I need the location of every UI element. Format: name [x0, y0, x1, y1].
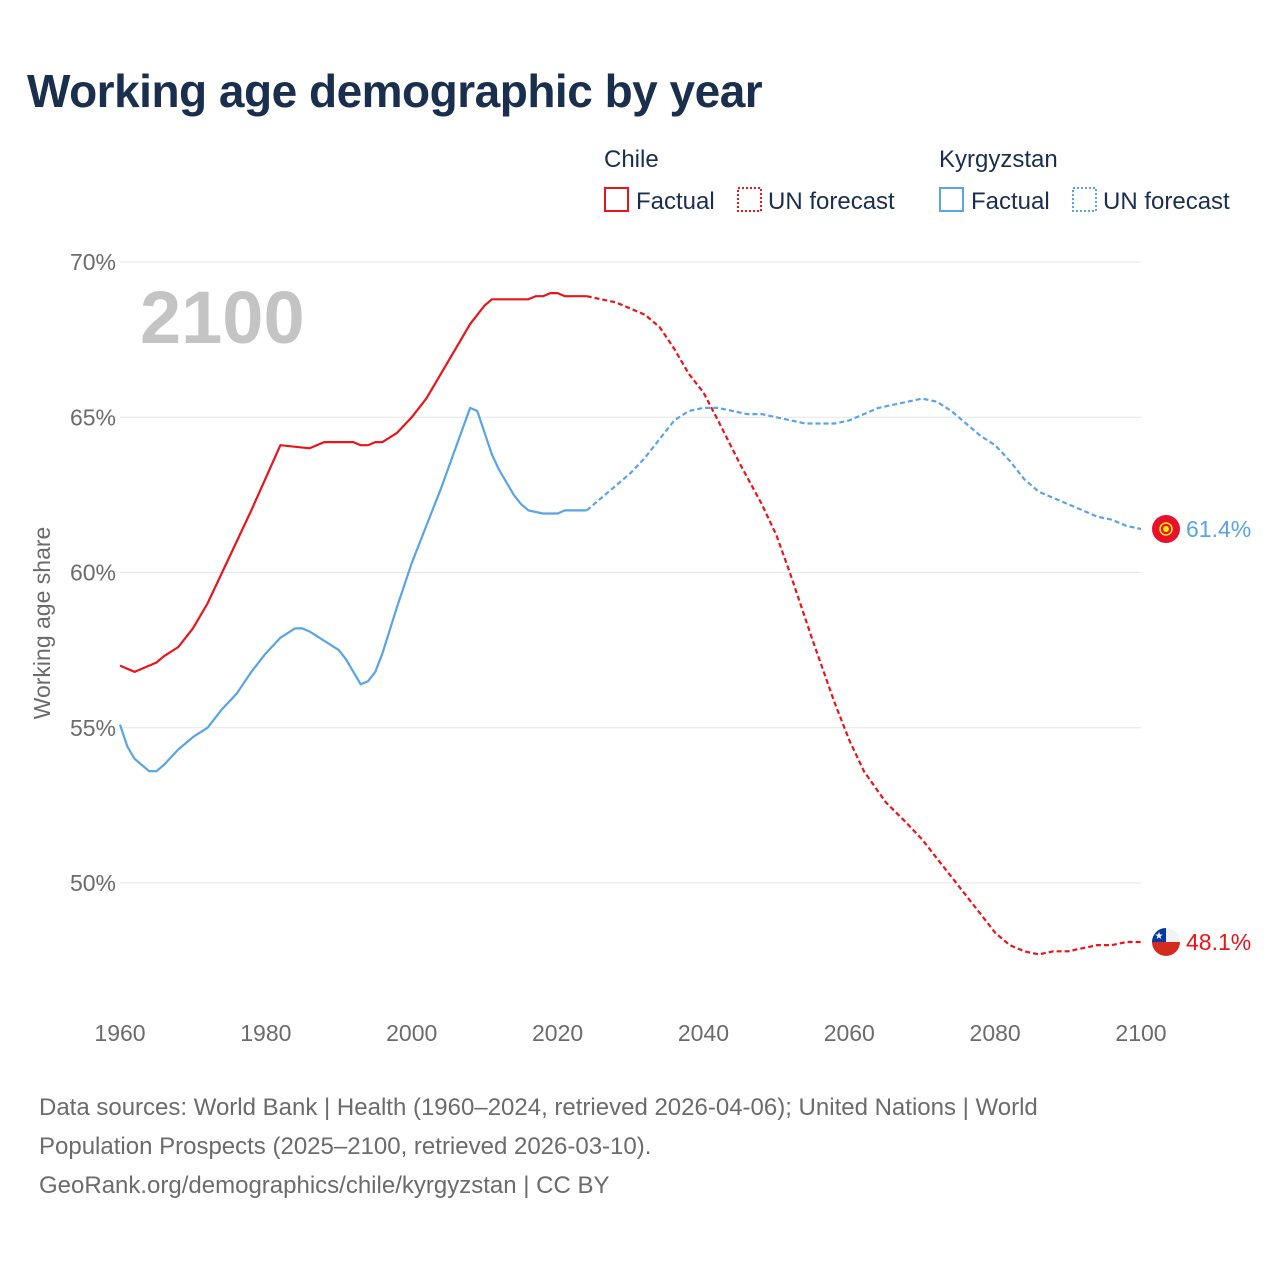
- footer: Data sources: World Bank | Health (1960–…: [39, 1088, 1189, 1205]
- legend-swatch-factual: [604, 187, 629, 212]
- footer-source-line-2: Population Prospects (2025–2100, retriev…: [39, 1133, 652, 1160]
- chile-end-value-label: 48.1%: [1186, 929, 1251, 955]
- legend-swatch-factual: [939, 187, 964, 212]
- legend-country-kyrgyzstan: Kyrgyzstan: [939, 146, 1058, 173]
- legend-swatch-forecast: [1072, 187, 1097, 212]
- kyrgyzstan-factual-line: [118, 406, 587, 773]
- chart-area: 50% 55% 60% 65% 70% 1960 1980 2000 2020 2040 2060 2…: [29, 146, 1251, 1046]
- footer-credit-link[interactable]: GeoRank.org/demographics/chile/kyrgyzsta…: [39, 1172, 610, 1199]
- y-tick-label: 60%: [70, 560, 116, 586]
- x-tick-label: 2020: [532, 1020, 583, 1046]
- x-tick-label: 2040: [678, 1020, 729, 1046]
- legend-label-forecast: UN forecast: [1103, 188, 1230, 215]
- y-tick-label: 65%: [70, 404, 116, 430]
- x-tick-label: 1980: [240, 1020, 291, 1046]
- legend-swatch-forecast: [737, 187, 762, 212]
- x-tick-label: 2100: [1115, 1020, 1166, 1046]
- kyrgyzstan-forecast-line: [585, 397, 1142, 531]
- current-year-label: 2100: [140, 276, 305, 359]
- legend-label-forecast: UN forecast: [768, 188, 895, 215]
- chart-title: Working age demographic by year: [27, 65, 763, 117]
- x-tick-label: 2000: [386, 1020, 437, 1046]
- legend-country-chile: Chile: [604, 146, 659, 173]
- kyrgyzstan-flag-icon: [1152, 515, 1180, 544]
- y-tick-label: 50%: [70, 870, 116, 896]
- legend-label-factual: Factual: [971, 188, 1050, 215]
- y-tick-label: 70%: [70, 249, 116, 275]
- x-tick-label: 1960: [94, 1020, 145, 1046]
- legend-label-factual: Factual: [636, 188, 715, 215]
- x-tick-label: 2080: [970, 1020, 1021, 1046]
- chile-forecast-line: [586, 295, 1141, 956]
- y-axis-label: Working age share: [29, 527, 55, 720]
- chile-factual-line: [119, 292, 587, 674]
- footer-source-line-1: Data sources: World Bank | Health (1960–…: [39, 1094, 1038, 1121]
- kyrgyzstan-end-value-label: 61.4%: [1186, 516, 1251, 542]
- chile-flag-icon: ★: [1152, 927, 1180, 956]
- x-tick-label: 2060: [824, 1020, 875, 1046]
- svg-text:★: ★: [1155, 931, 1164, 942]
- y-tick-label: 55%: [70, 715, 116, 741]
